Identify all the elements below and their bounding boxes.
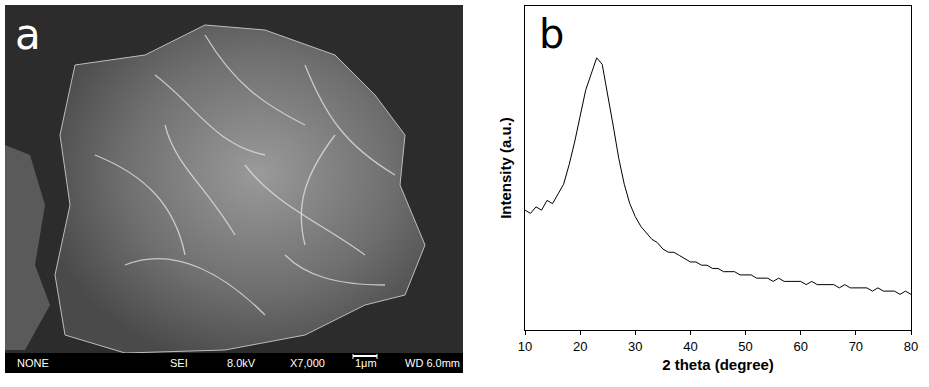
svg-text:70: 70 [849, 339, 863, 354]
svg-text:50: 50 [738, 339, 752, 354]
svg-text:10: 10 [518, 339, 532, 354]
svg-text:NONE: NONE [17, 357, 49, 369]
svg-text:2 theta (degree): 2 theta (degree) [662, 356, 774, 373]
svg-text:X7,000: X7,000 [290, 357, 325, 369]
svg-text:60: 60 [793, 339, 807, 354]
svg-text:8.0kV: 8.0kV [227, 357, 256, 369]
svg-text:80: 80 [904, 339, 918, 354]
svg-text:30: 30 [628, 339, 642, 354]
svg-text:1μm: 1μm [355, 357, 377, 369]
svg-text:40: 40 [683, 339, 697, 354]
svg-text:20: 20 [573, 339, 587, 354]
svg-text:b: b [539, 11, 564, 57]
svg-text:Intensity (a.u.): Intensity (a.u.) [497, 117, 514, 219]
svg-text:a: a [15, 10, 41, 59]
svg-text:SEI: SEI [170, 357, 188, 369]
svg-text:WD 6.0mm: WD 6.0mm [405, 357, 460, 369]
